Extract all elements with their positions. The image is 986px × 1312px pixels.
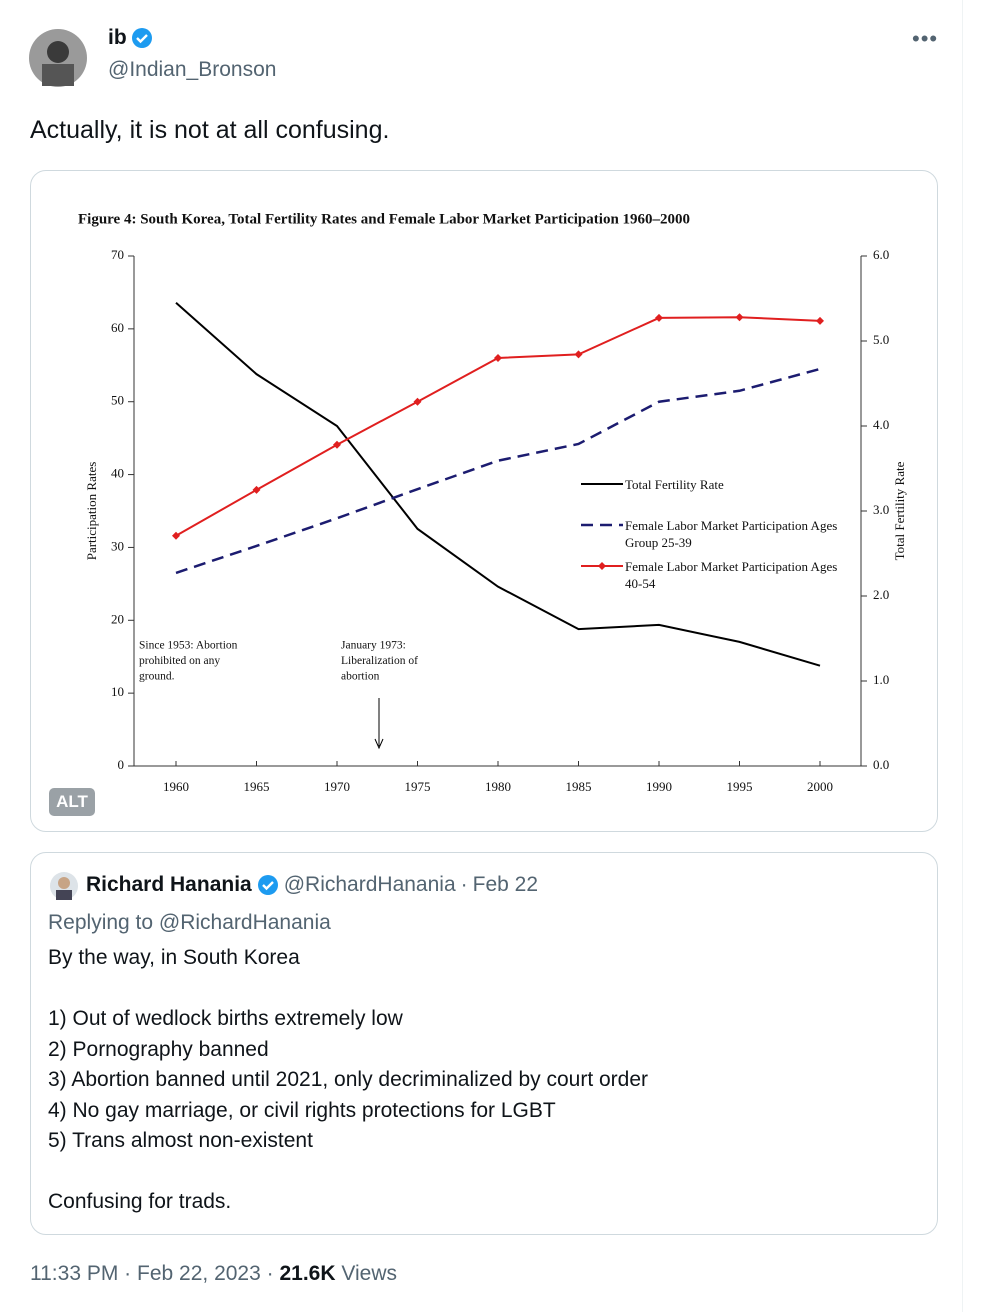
x-tick-label: 1975 [405, 779, 431, 794]
quoted-list: 1) Out of wedlock births extremely low 2)… [48, 1004, 648, 1157]
avatar[interactable] [28, 28, 88, 88]
author-handle[interactable]: @Indian_Bronson [108, 58, 277, 81]
x-tick-label: 1990 [646, 779, 672, 794]
legend-label: Female Labor Market Participation Ages 4… [625, 559, 838, 591]
list-item: 4) No gay marriage, or civil rights prot… [48, 1098, 556, 1122]
arrow-head [374, 738, 384, 750]
y2-tick-label: 6.0 [873, 247, 889, 262]
author-name[interactable]: ib [108, 26, 153, 50]
x-tick-label: 1965 [244, 779, 270, 794]
separator: · [460, 873, 468, 896]
x-tick-label: 1960 [163, 779, 189, 794]
y2-tick-label: 3.0 [873, 502, 889, 517]
legend-marker [598, 562, 606, 570]
x-tick-label: 1970 [324, 779, 350, 794]
y-tick-label: 30 [111, 538, 124, 553]
name[interactable]: ib [108, 26, 127, 49]
series-line [175, 316, 821, 537]
x-tick-label: 1995 [727, 779, 753, 794]
y-tick-label: 40 [111, 466, 124, 481]
annotation: prohibited on any [139, 655, 220, 667]
data-point [655, 313, 663, 322]
y-tick-label: 50 [111, 393, 124, 408]
data-point [413, 397, 422, 406]
quoted-tweet[interactable]: Richard Hanania @RichardHanania · Feb 22… [30, 852, 938, 1235]
quoted-closing: Confusing for trads. [48, 1190, 232, 1213]
annotation: January 1973: [341, 640, 406, 652]
y2-tick-label: 4.0 [873, 417, 889, 432]
data-point [172, 531, 180, 540]
legend [581, 483, 623, 570]
annotation: Since 1953: Abortion [139, 640, 238, 652]
x-tick-label: 2000 [807, 779, 833, 794]
quoted-date: Feb 22 [472, 873, 539, 896]
list-item: 3) Abortion banned until 2021, only decr… [48, 1068, 649, 1091]
y2-tick-label: 0.0 [873, 757, 889, 772]
y2-tick-label: 2.0 [873, 587, 889, 602]
chart-title: Figure 4: South Korea, Total Fertility R… [78, 211, 690, 227]
data-point [816, 316, 824, 325]
series-line [175, 302, 821, 667]
list-item: 1) Out of wedlock births extremely low [48, 1007, 403, 1030]
quoted-avatar [50, 872, 78, 900]
quoted-handle: @RichardHanania [283, 873, 456, 896]
separator: · [124, 1262, 132, 1285]
data-point [735, 313, 744, 322]
chart: Figure 4: South Korea, Total Fertility R… [78, 211, 907, 794]
x-tick-label: 1985 [566, 779, 592, 794]
data-point [333, 440, 341, 449]
verified-badge [257, 875, 278, 895]
column-border [962, 0, 963, 1312]
list-item: 2) Pornography banned [48, 1037, 269, 1061]
legend-label: Total Fertility Rate [625, 477, 724, 492]
x-tick-label: 1980 [485, 779, 511, 794]
y-tick-label: 0 [118, 757, 125, 772]
separator: · [266, 1262, 274, 1285]
replying-to: Replying to @RichardHanania [48, 911, 331, 934]
y-tick-label: 10 [111, 684, 124, 699]
tweet-footer: 11:33 PM · Feb 22, 2023 · 21.6K Views [30, 1262, 397, 1286]
y2-axis-title: Total Fertility Rate [892, 461, 907, 560]
annotation: Liberalization of [341, 655, 418, 667]
y2-tick-label: 5.0 [873, 332, 889, 347]
media-card[interactable]: Figure 4: South Korea, Total Fertility R… [30, 170, 938, 832]
date[interactable]: Feb 22, 2023 [137, 1262, 261, 1285]
y-tick-label: 20 [111, 611, 124, 626]
data-point [252, 485, 261, 494]
legend-label: Female Labor Market Participation Ages G… [625, 518, 838, 550]
data-point [574, 350, 583, 359]
quoted-name: Richard Hanania [86, 873, 252, 896]
y-tick-label: 70 [111, 247, 124, 262]
y2-tick-label: 1.0 [873, 672, 889, 687]
views-label: Views [341, 1262, 397, 1285]
quoted-header: Richard Hanania @RichardHanania · Feb 22 [86, 873, 538, 897]
more-button[interactable]: ••• [912, 26, 939, 51]
data-point [494, 354, 502, 362]
alt-badge[interactable]: ALT [49, 788, 95, 816]
verified-badge [131, 28, 152, 48]
quoted-intro: By the way, in South Korea [48, 946, 300, 969]
list-item: 5) Trans almost non-existent [48, 1129, 313, 1152]
annotation: abortion [341, 671, 380, 683]
y-tick-label: 60 [111, 320, 124, 335]
y-axis-title: Participation Rates [84, 462, 99, 561]
annotation: ground. [139, 671, 175, 683]
time[interactable]: 11:33 PM [30, 1262, 119, 1285]
tweet-text: Actually, it is not at all confusing. [30, 116, 390, 144]
view-count: 21.6K [279, 1262, 336, 1285]
